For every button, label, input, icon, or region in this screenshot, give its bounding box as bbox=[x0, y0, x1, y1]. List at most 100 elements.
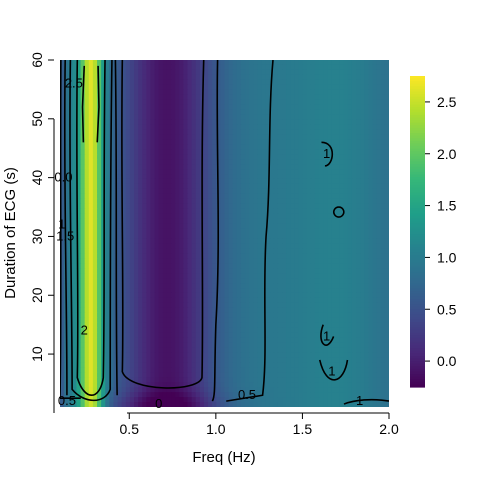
heatmap-cell bbox=[270, 179, 275, 185]
heatmap-cell bbox=[85, 144, 90, 150]
heatmap-cell bbox=[105, 129, 110, 135]
heatmap-cell bbox=[294, 139, 299, 145]
heatmap-cell bbox=[282, 119, 287, 125]
heatmap-cell bbox=[249, 357, 254, 363]
heatmap-cell bbox=[225, 95, 230, 101]
heatmap-cell bbox=[183, 119, 188, 125]
heatmap-cell bbox=[155, 343, 160, 349]
heatmap-cell bbox=[208, 174, 213, 180]
heatmap-cell bbox=[249, 139, 254, 145]
heatmap-cell bbox=[81, 154, 86, 160]
heatmap-cell bbox=[274, 90, 279, 96]
heatmap-cell bbox=[278, 263, 283, 269]
heatmap-cell bbox=[377, 214, 382, 220]
heatmap-cell bbox=[212, 278, 217, 284]
heatmap-cell bbox=[204, 65, 209, 71]
heatmap-cell bbox=[138, 179, 143, 185]
heatmap-cell bbox=[344, 283, 349, 289]
heatmap-cell bbox=[241, 174, 246, 180]
heatmap-cell bbox=[319, 303, 324, 309]
heatmap-cell bbox=[179, 80, 184, 86]
heatmap-cell bbox=[352, 238, 357, 244]
heatmap-cell bbox=[142, 184, 147, 190]
heatmap-cell bbox=[290, 204, 295, 210]
heatmap-cell bbox=[348, 308, 353, 314]
heatmap-cell bbox=[253, 238, 258, 244]
heatmap-cell bbox=[163, 65, 168, 71]
heatmap-cell bbox=[294, 348, 299, 354]
heatmap-cell bbox=[368, 333, 373, 339]
heatmap-cell bbox=[331, 323, 336, 329]
heatmap-cell bbox=[163, 105, 168, 111]
heatmap-cell bbox=[126, 105, 131, 111]
heatmap-cell bbox=[352, 139, 357, 145]
heatmap-cell bbox=[356, 273, 361, 279]
heatmap-cell bbox=[225, 154, 230, 160]
heatmap-cell bbox=[138, 129, 143, 135]
heatmap-cell bbox=[327, 204, 332, 210]
heatmap-cell bbox=[163, 219, 168, 225]
heatmap-cell bbox=[146, 110, 151, 116]
heatmap-cell bbox=[385, 115, 390, 121]
heatmap-cell bbox=[311, 179, 316, 185]
heatmap-cell bbox=[327, 273, 332, 279]
heatmap-cell bbox=[344, 75, 349, 81]
heatmap-cell bbox=[196, 105, 201, 111]
heatmap-cell bbox=[315, 60, 320, 66]
heatmap-cell bbox=[294, 318, 299, 324]
heatmap-cell bbox=[105, 278, 110, 284]
heatmap-cell bbox=[323, 80, 328, 86]
heatmap-cell bbox=[241, 60, 246, 66]
heatmap-cell bbox=[385, 110, 390, 116]
heatmap-cell bbox=[257, 352, 262, 358]
heatmap-cell bbox=[307, 224, 312, 230]
heatmap-cell bbox=[307, 219, 312, 225]
heatmap-cell bbox=[146, 65, 151, 71]
heatmap-cell bbox=[196, 149, 201, 155]
heatmap-cell bbox=[220, 134, 225, 140]
heatmap-cell bbox=[155, 238, 160, 244]
heatmap-cell bbox=[299, 338, 304, 344]
heatmap-cell bbox=[97, 229, 102, 235]
heatmap-cell bbox=[89, 318, 94, 324]
heatmap-cell bbox=[126, 204, 131, 210]
heatmap-cell bbox=[237, 144, 242, 150]
heatmap-cell bbox=[233, 169, 238, 175]
heatmap-cell bbox=[245, 298, 250, 304]
heatmap-cell bbox=[245, 159, 250, 165]
heatmap-cell bbox=[381, 343, 386, 349]
heatmap-cell bbox=[377, 273, 382, 279]
heatmap-cell bbox=[344, 164, 349, 170]
heatmap-cell bbox=[274, 308, 279, 314]
heatmap-cell bbox=[225, 149, 230, 155]
heatmap-cell bbox=[159, 308, 164, 314]
heatmap-cell bbox=[159, 253, 164, 259]
heatmap-cell bbox=[192, 129, 197, 135]
heatmap-cell bbox=[253, 100, 258, 106]
heatmap-cell bbox=[274, 362, 279, 368]
heatmap-cell bbox=[159, 179, 164, 185]
heatmap-cell bbox=[294, 85, 299, 91]
heatmap-cell bbox=[245, 243, 250, 249]
heatmap-cell bbox=[282, 174, 287, 180]
heatmap-cell bbox=[290, 119, 295, 125]
heatmap-cell bbox=[72, 288, 77, 294]
heatmap-cell bbox=[225, 60, 230, 66]
heatmap-cell bbox=[360, 194, 365, 200]
heatmap-cell bbox=[183, 60, 188, 66]
heatmap-cell bbox=[286, 308, 291, 314]
heatmap-cell bbox=[266, 357, 271, 363]
heatmap-cell bbox=[163, 333, 168, 339]
heatmap-cell bbox=[315, 298, 320, 304]
heatmap-cell bbox=[159, 119, 164, 125]
heatmap-cell bbox=[225, 179, 230, 185]
heatmap-cell bbox=[229, 124, 234, 130]
heatmap-cell bbox=[241, 243, 246, 249]
heatmap-cell bbox=[385, 144, 390, 150]
heatmap-cell bbox=[126, 164, 131, 170]
heatmap-cell bbox=[130, 367, 135, 373]
heatmap-cell bbox=[381, 219, 386, 225]
heatmap-cell bbox=[241, 129, 246, 135]
heatmap-cell bbox=[233, 273, 238, 279]
heatmap-cell bbox=[352, 268, 357, 274]
